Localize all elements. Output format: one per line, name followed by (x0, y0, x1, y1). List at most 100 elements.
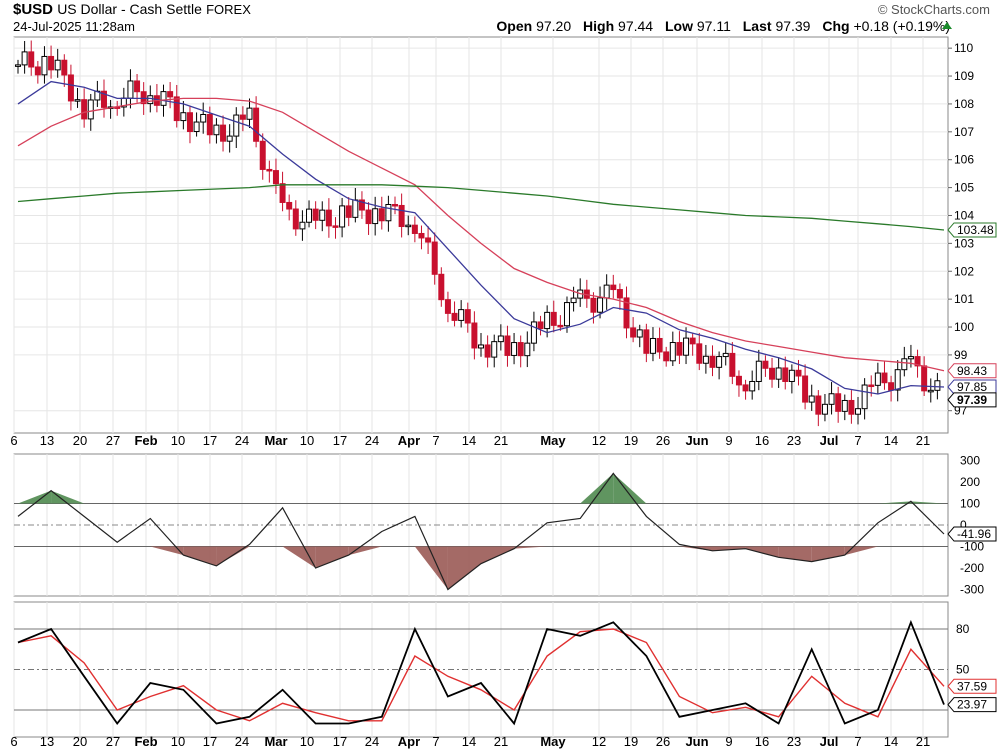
candle-down (656, 337, 663, 353)
stoch-axis-label: 50 (956, 663, 970, 677)
x-tick-label: 19 (624, 433, 638, 448)
candle-down (259, 140, 266, 170)
price-axis-label: 106 (954, 153, 974, 167)
candle-up (649, 337, 656, 354)
candle-up (855, 408, 862, 415)
cci-negative-fill (315, 546, 349, 569)
x-tick-label-bottom: Feb (134, 734, 157, 749)
price-axis-label: 108 (954, 97, 974, 111)
price-axis-label: 109 (954, 69, 974, 83)
candle-down (140, 91, 147, 105)
stoch-d-tag-box (947, 678, 997, 694)
stoch-axis-label: 80 (956, 622, 970, 636)
x-tick-label: 12 (592, 433, 606, 448)
chg-value: +0.18 (+0.19%) (853, 18, 950, 34)
candle-down (643, 329, 650, 354)
x-tick-label-bottom: 23 (787, 734, 801, 749)
candle-up (497, 335, 504, 343)
ma20-tag: 97.85 (957, 380, 987, 394)
candle-up (808, 395, 815, 403)
candle-down (220, 124, 227, 142)
candle-up (901, 358, 908, 371)
cci-negative-fill (811, 546, 845, 562)
candle-down (312, 208, 319, 221)
cci-axis-label: -100 (960, 540, 984, 554)
candle-up (385, 204, 392, 222)
candle-up (226, 135, 233, 142)
ma200-tag: 103.48 (957, 223, 994, 237)
cci-negative-fill (150, 546, 184, 556)
x-tick-label-bottom: Apr (398, 734, 420, 749)
x-tick-label: 27 (106, 433, 120, 448)
x-tick-label-bottom: 10 (171, 734, 185, 749)
candle-up (894, 369, 901, 391)
candle-up (755, 360, 762, 382)
stoch-d-tag: 37.59 (957, 679, 987, 693)
x-tick-label: 9 (725, 433, 732, 448)
chg-label: Chg (822, 18, 850, 34)
x-tick-label: Jul (820, 433, 839, 448)
price-axis-label: 99 (954, 348, 968, 362)
candle-down (868, 384, 875, 388)
ma20-tag-box (947, 379, 997, 395)
candle-up (597, 297, 604, 313)
symbol-name: US Dollar - Cash Settle (57, 1, 202, 17)
x-tick-label-bottom: 17 (333, 734, 347, 749)
stoch-k-line (17, 619, 945, 726)
candle-down (100, 90, 107, 108)
candle-down (802, 375, 809, 403)
x-tick-label-bottom: Mar (264, 734, 287, 749)
ma200-tag-box (947, 222, 997, 238)
candle-up (927, 389, 934, 393)
price-axis-label: 103 (954, 236, 974, 250)
datetime: 24-Jul-2025 11:28am (13, 19, 135, 34)
x-tick-label: May (540, 433, 566, 448)
candle-down (292, 208, 299, 230)
candle-down (464, 309, 471, 324)
candle-down (537, 321, 544, 330)
candle-up (821, 403, 828, 415)
candle-up (603, 284, 610, 299)
x-tick-label: Mar (264, 433, 287, 448)
high-label: High (583, 18, 615, 34)
x-tick-label-bottom: 19 (624, 734, 638, 749)
cci-positive-fill (580, 473, 614, 504)
x-tick-label-bottom: 21 (916, 734, 930, 749)
x-tick-label-bottom: May (540, 734, 566, 749)
candle-down (663, 351, 670, 362)
candle-up (299, 221, 306, 230)
x-tick-label: Jun (685, 433, 708, 448)
x-tick-label: 20 (73, 433, 87, 448)
candle-down (365, 209, 372, 225)
candle-down (815, 395, 822, 415)
candle-down (48, 55, 55, 71)
candle-down (358, 199, 365, 211)
candle-up (788, 369, 795, 382)
low-label: Low (664, 18, 693, 34)
candle-down (286, 201, 293, 210)
candle-down (67, 74, 74, 102)
x-tick-label: 14 (884, 433, 898, 448)
x-tick-label-bottom: 27 (106, 734, 120, 749)
last-price-tag: 97.39 (957, 393, 987, 407)
cci-axis-label: 0 (960, 518, 967, 532)
candle-down (81, 99, 88, 120)
open-value: 97.20 (536, 18, 572, 34)
candle-up (828, 393, 835, 405)
x-tick-label: 24 (235, 433, 249, 448)
cci-tag-box (947, 526, 997, 542)
candle-down (451, 312, 458, 321)
candle-up (147, 95, 154, 105)
candle-down (835, 393, 842, 412)
candle-up (934, 380, 941, 391)
candle-up (669, 342, 676, 362)
candle-up (372, 208, 379, 225)
brand-label: © StockCharts.com (877, 2, 990, 17)
candle-down (266, 168, 273, 172)
candle-down (742, 384, 749, 392)
cci-negative-fill (447, 546, 481, 590)
candle-down (484, 344, 491, 358)
candle-down (471, 322, 478, 349)
ohlc-readout: Open 97.20 High 97.44 Low 97.11 Last 97.… (496, 18, 950, 34)
candle-down (504, 335, 511, 356)
